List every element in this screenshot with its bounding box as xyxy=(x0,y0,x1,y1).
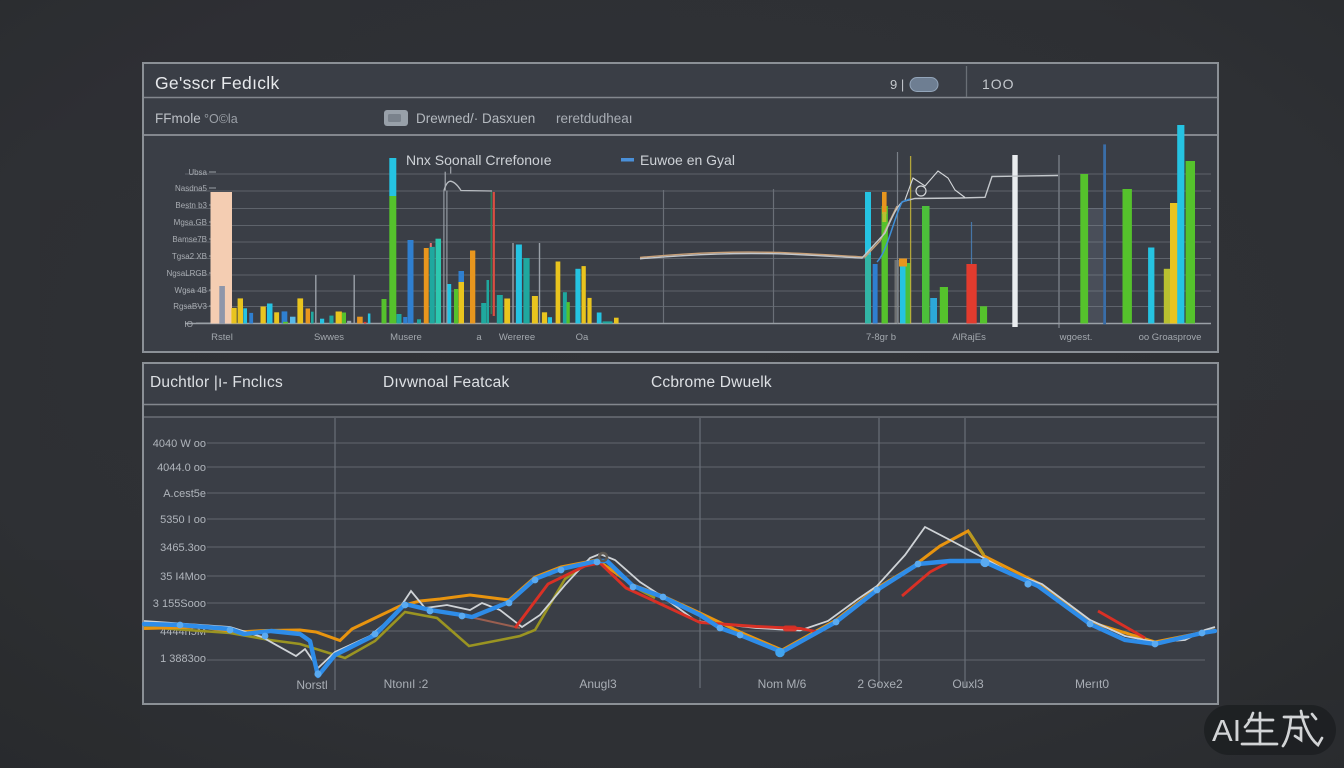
svg-text:AI: AI xyxy=(1212,713,1241,748)
svg-text:3 155Sooo: 3 155Sooo xyxy=(153,598,206,610)
svg-text:1 3883oo: 1 3883oo xyxy=(160,653,206,665)
svg-text:a: a xyxy=(476,332,482,343)
svg-text:5350 I oo: 5350 I oo xyxy=(160,514,206,526)
svg-text:Swwes: Swwes xyxy=(314,332,344,343)
svg-text:RgsaBV3: RgsaBV3 xyxy=(173,302,207,311)
svg-text:Ouxl3: Ouxl3 xyxy=(952,677,984,691)
svg-text:2 Goxe2: 2 Goxe2 xyxy=(857,677,903,691)
svg-text:reretdudheaı: reretdudheaı xyxy=(556,111,633,126)
svg-text:Wgsa 4B: Wgsa 4B xyxy=(175,286,207,295)
svg-text:Drewned/· Dasxuen: Drewned/· Dasxuen xyxy=(416,111,535,126)
svg-text:Duchtlor |ı- Fnclıcs: Duchtlor |ı- Fnclıcs xyxy=(150,374,283,391)
svg-text:wgoest.: wgoest. xyxy=(1059,332,1093,343)
svg-text:Oa: Oa xyxy=(576,332,589,343)
svg-text:Ntonıl :2: Ntonıl :2 xyxy=(384,677,429,691)
svg-text:Bestn b3: Bestn b3 xyxy=(175,201,207,210)
svg-text:NgsaLRGB: NgsaLRGB xyxy=(167,269,207,278)
svg-text:IO: IO xyxy=(185,320,193,329)
svg-text:Ubsa: Ubsa xyxy=(188,168,207,177)
svg-text:Euwoe en Gyal: Euwoe en Gyal xyxy=(640,152,735,168)
svg-text:4044.0 oo: 4044.0 oo xyxy=(157,462,206,474)
svg-text:Musere: Musere xyxy=(390,332,422,343)
svg-text:35 I4Moo: 35 I4Moo xyxy=(160,571,206,583)
svg-text:Wereree: Wereree xyxy=(499,332,535,343)
svg-text:Norstl: Norstl xyxy=(296,678,327,692)
svg-text:7-8gr b: 7-8gr b xyxy=(866,332,896,343)
svg-text:Merıt0: Merıt0 xyxy=(1075,677,1109,691)
svg-text:Bamse7B: Bamse7B xyxy=(172,235,207,244)
svg-text:°O©la: °O©la xyxy=(204,112,238,126)
svg-text:A.cest5e: A.cest5e xyxy=(163,488,206,500)
svg-text:Nom M/6: Nom M/6 xyxy=(758,677,807,691)
svg-text:oo Groasprove: oo Groasprove xyxy=(1139,332,1202,343)
svg-text:Rstel: Rstel xyxy=(211,332,233,343)
svg-text:Ge'sscr Fedıclk: Ge'sscr Fedıclk xyxy=(155,73,280,93)
svg-text:Mgsa.GB: Mgsa.GB xyxy=(174,218,207,227)
svg-text:3465.3oo: 3465.3oo xyxy=(160,542,206,554)
svg-text:AlRajEs: AlRajEs xyxy=(952,332,986,343)
svg-text:9 |: 9 | xyxy=(890,77,904,92)
svg-text:FFmole: FFmole xyxy=(155,111,201,126)
svg-text:4040 W oo: 4040 W oo xyxy=(153,438,206,450)
svg-text:Ccbrome Dwuelk: Ccbrome Dwuelk xyxy=(651,374,772,391)
svg-text:1OO: 1OO xyxy=(982,76,1015,92)
svg-text:Anugl3: Anugl3 xyxy=(579,677,617,691)
svg-text:Nnx Soonall Crrefonoıe: Nnx Soonall Crrefonoıe xyxy=(406,152,552,168)
svg-text:Nasdna5: Nasdna5 xyxy=(175,184,208,193)
svg-text:Tgsa2 XB: Tgsa2 XB xyxy=(172,252,207,261)
svg-text:Dıvwnoal Featcak: Dıvwnoal Featcak xyxy=(383,374,509,391)
